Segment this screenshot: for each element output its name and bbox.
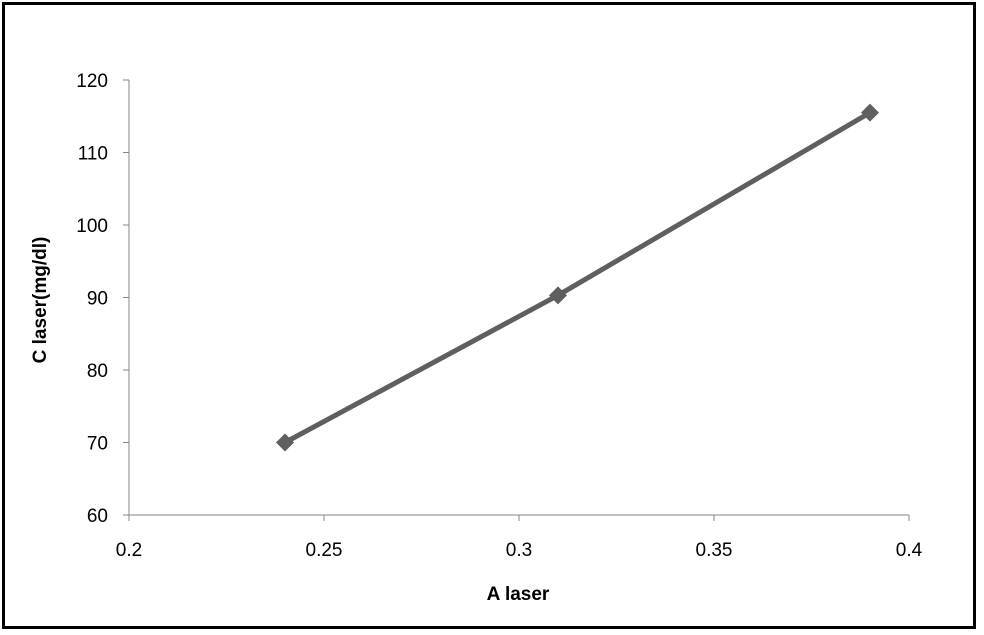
y-tick-label: 60 xyxy=(87,506,108,527)
x-tick-labels: 0.2 0.25 0.3 0.35 0.4 xyxy=(116,540,923,561)
x-tick-label: 0.2 xyxy=(116,540,142,561)
y-tick-label: 120 xyxy=(76,71,108,92)
y-tick-label: 70 xyxy=(87,434,108,455)
axes xyxy=(123,79,910,521)
y-tick-label: 80 xyxy=(87,361,108,382)
series-group xyxy=(276,103,879,452)
x-tick-label: 0.35 xyxy=(696,540,733,561)
chart-border xyxy=(2,2,976,629)
x-tick-label: 0.25 xyxy=(306,540,343,561)
y-tick-label: 90 xyxy=(87,289,108,310)
y-tick-label: 110 xyxy=(78,144,108,165)
x-tick-label: 0.3 xyxy=(506,540,532,561)
y-axis-title: C laser(mg/dl) xyxy=(30,237,51,364)
y-tick-labels: 60 70 80 90 100 110 120 xyxy=(76,71,108,527)
data-point-diamond xyxy=(276,433,294,452)
x-tick-label: 0.4 xyxy=(896,540,923,561)
data-point-diamond xyxy=(549,286,567,305)
data-point-diamond xyxy=(861,103,879,122)
x-axis-title: A laser xyxy=(487,584,550,605)
y-tick-label: 100 xyxy=(76,216,108,237)
series-line xyxy=(283,110,872,445)
